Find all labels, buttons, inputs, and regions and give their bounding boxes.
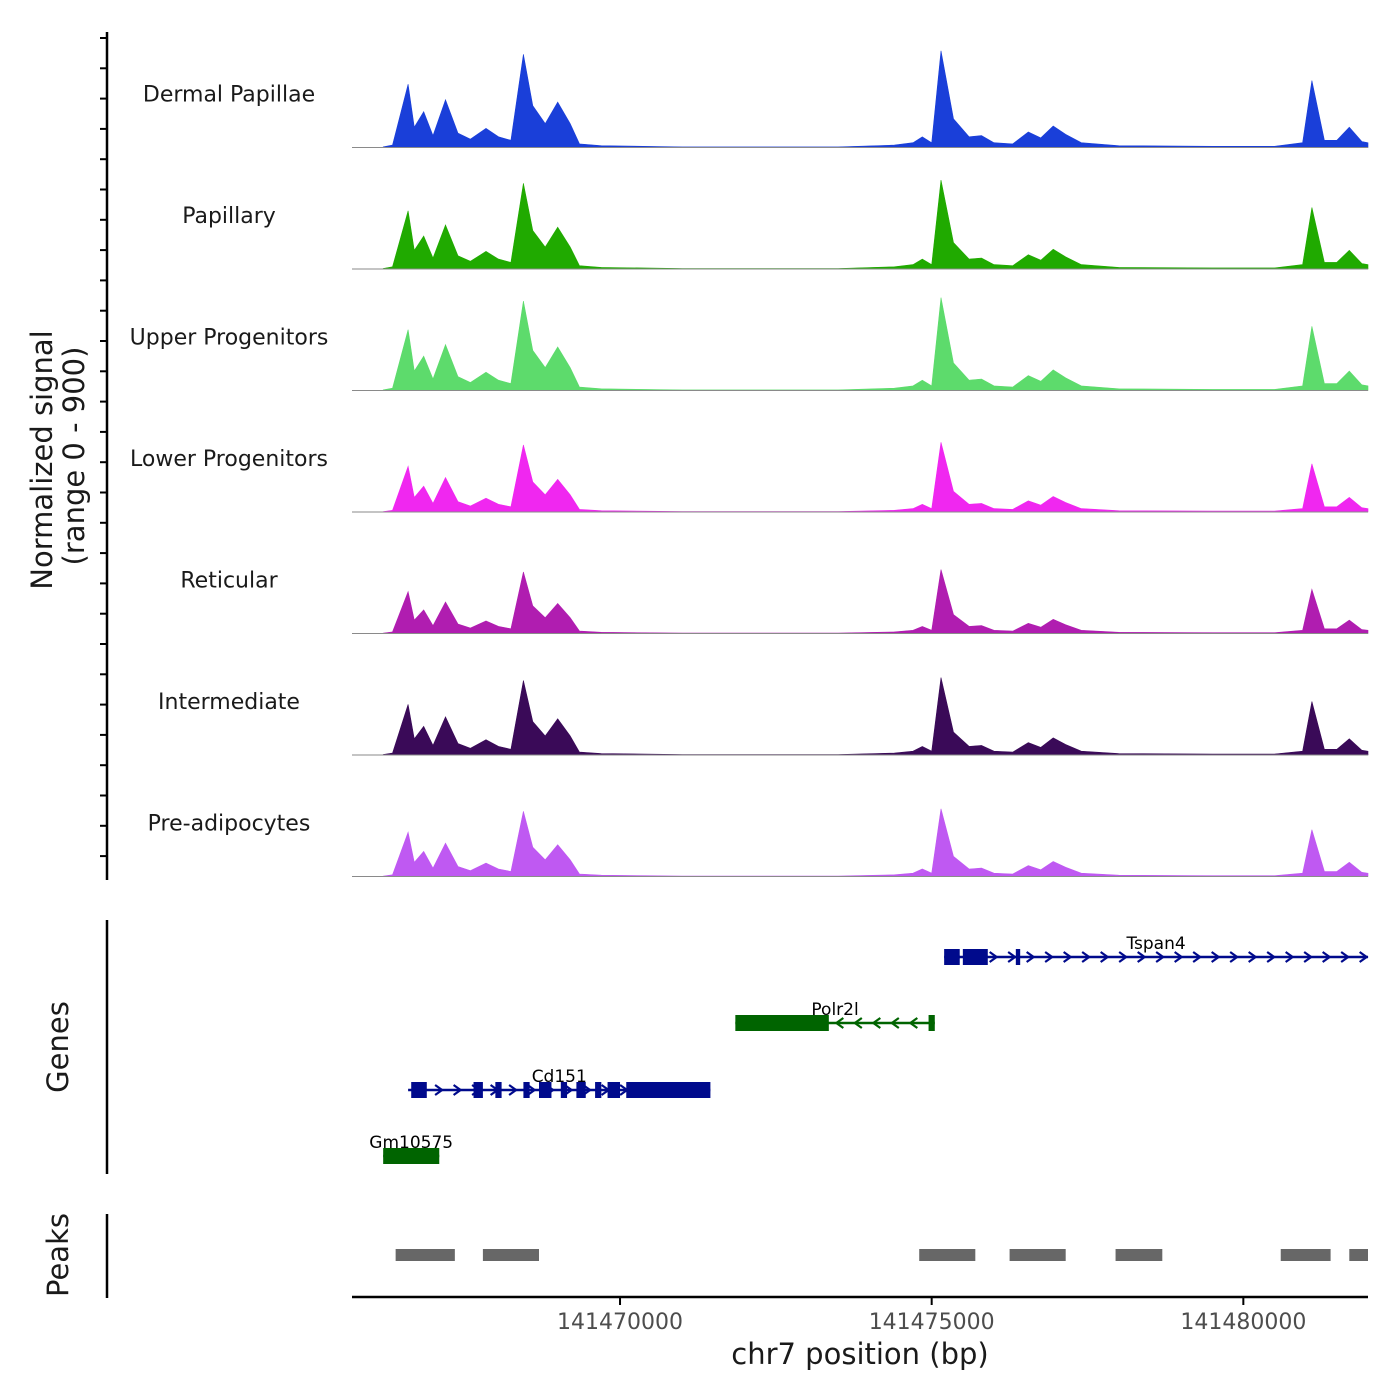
gene-label: Cd151	[532, 1067, 587, 1087]
peak	[482, 1249, 539, 1261]
x-tick-label: 141480000	[1180, 1310, 1306, 1335]
strand-arrow	[1100, 951, 1110, 963]
gene-track: Tspan4 Polr2l Cd151 Gm10575	[369, 934, 1369, 1164]
track-label: Papillary	[182, 204, 276, 229]
x-tick-label: 141475000	[869, 1310, 995, 1335]
signal-area	[382, 569, 1369, 634]
strand-arrow	[1174, 951, 1184, 963]
peak	[1009, 1249, 1066, 1261]
gene-label: Gm10575	[369, 1133, 453, 1153]
gene-cd151: Cd151	[408, 1067, 711, 1098]
peaks-axis-label: Peaks	[41, 1213, 75, 1297]
gene-label: Polr2l	[811, 1000, 858, 1020]
strand-arrow	[989, 951, 999, 963]
track-label: Dermal Papillae	[143, 83, 315, 108]
strand-arrow	[852, 1017, 863, 1029]
strand-arrow	[1192, 951, 1203, 963]
strand-arrow	[1340, 951, 1351, 963]
track-pre-adipocytes: Pre-adipocytes	[148, 808, 1369, 877]
track-label: Intermediate	[158, 690, 300, 715]
strand-arrow	[1229, 951, 1240, 963]
signal-area	[382, 179, 1369, 270]
exon	[523, 1082, 530, 1098]
exon	[607, 1082, 621, 1098]
y-axis-label-line1: Normalized signal	[25, 330, 59, 589]
exon	[576, 1082, 586, 1098]
exon	[560, 1082, 568, 1098]
strand-arrow	[871, 1017, 881, 1029]
peak-track	[395, 1249, 1368, 1261]
strand-arrow	[1322, 951, 1332, 963]
track-label: Upper Progenitors	[130, 326, 329, 351]
strand-arrow	[1359, 951, 1369, 963]
track-intermediate: Intermediate	[158, 677, 1369, 756]
strand-arrow	[1063, 951, 1073, 963]
strand-arrow	[834, 1017, 844, 1029]
exon	[383, 1148, 440, 1164]
axes: 141470000 141475000 141480000	[100, 32, 1368, 1335]
strand-arrow	[1118, 951, 1129, 963]
x-tick-label: 141470000	[557, 1310, 683, 1335]
strand-arrow	[1081, 951, 1092, 963]
strand-arrow	[1285, 951, 1295, 963]
peak	[1349, 1249, 1368, 1261]
exon	[626, 1082, 711, 1098]
exon	[735, 1015, 829, 1031]
exon	[595, 1082, 602, 1098]
exon	[473, 1082, 483, 1098]
track-lower-progenitors: Lower Progenitors	[130, 442, 1369, 513]
track-papillary: Papillary	[182, 179, 1369, 270]
strand-arrow	[1137, 951, 1147, 963]
strand-arrow	[1211, 951, 1221, 963]
strand-arrow	[1303, 951, 1314, 963]
exon	[495, 1082, 502, 1098]
gene-gm10575: Gm10575	[369, 1133, 453, 1164]
signal-area	[382, 442, 1369, 513]
gene-tspan4: Tspan4	[944, 934, 1369, 965]
strand-arrow	[434, 1084, 444, 1096]
peak	[919, 1249, 976, 1261]
signal-area	[382, 808, 1369, 877]
track-reticular: Reticular	[180, 569, 1369, 634]
peak	[1115, 1249, 1163, 1261]
signal-area	[382, 677, 1369, 756]
strand-arrow	[1007, 951, 1018, 963]
y-axis-label-line2: (range 0 - 900)	[57, 347, 91, 566]
genes-axis-label: Genes	[41, 1001, 75, 1093]
signal-area	[382, 297, 1369, 391]
track-dermal-papillae: Dermal Papillae	[143, 50, 1369, 148]
gene-label: Tspan4	[1125, 934, 1185, 954]
strand-arrow	[1044, 951, 1055, 963]
signal-area	[382, 50, 1369, 148]
strand-arrow	[908, 1017, 918, 1029]
track-upper-progenitors: Upper Progenitors	[130, 297, 1369, 391]
strand-arrow	[508, 1084, 518, 1096]
track-label: Pre-adipocytes	[148, 812, 311, 837]
strand-arrow	[452, 1084, 463, 1096]
peak	[1280, 1249, 1331, 1261]
x-axis-label: chr7 position (bp)	[731, 1337, 988, 1371]
track-label: Reticular	[180, 569, 278, 594]
exon	[1015, 949, 1021, 965]
strand-arrow	[1266, 951, 1277, 963]
exon	[928, 1015, 935, 1031]
strand-arrow	[1248, 951, 1258, 963]
strand-arrow	[526, 1084, 537, 1096]
peak	[395, 1249, 455, 1261]
strand-arrow	[1155, 951, 1166, 963]
coverage-tracks: Dermal Papillae Papillary Upper Progenitor…	[130, 50, 1369, 877]
strand-arrow	[889, 1017, 900, 1029]
track-label: Lower Progenitors	[130, 447, 328, 472]
exon	[411, 1082, 427, 1098]
exon	[944, 949, 960, 965]
exon	[962, 949, 988, 965]
gene-polr2l: Polr2l	[735, 1000, 935, 1031]
exon	[538, 1082, 552, 1098]
strand-arrow	[1026, 951, 1036, 963]
